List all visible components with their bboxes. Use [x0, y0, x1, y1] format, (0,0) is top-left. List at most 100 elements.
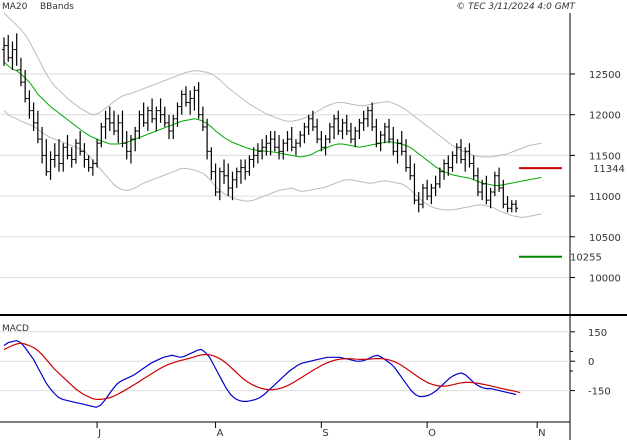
ohlc-bar [213, 163, 218, 197]
ohlc-bar [446, 155, 451, 176]
ohlc-bar [137, 110, 142, 140]
ohlc-bar [247, 155, 252, 176]
ohlc-bar [103, 110, 108, 140]
ohlc-bar [488, 187, 493, 209]
ohlc-bar [209, 147, 214, 180]
price-annotations: 11344 10255 [519, 164, 625, 264]
ohlc-bar [251, 147, 256, 168]
ohlc-bar [378, 130, 383, 152]
month-label: S [322, 428, 328, 439]
ohlc-bar [133, 126, 138, 152]
month-label: O [428, 428, 436, 439]
ohlc-bar [179, 90, 184, 115]
ohlc-bar [361, 110, 366, 131]
ohlc-bar [264, 135, 269, 156]
ohlc-bar [289, 126, 294, 152]
price-tick-label: 10500 [589, 233, 621, 244]
ohlc-bar [99, 122, 104, 148]
ohlc-bar [365, 106, 370, 127]
price-tick-label: 11500 [589, 151, 621, 162]
macd-grid [0, 331, 570, 392]
ohlc-bar [497, 167, 502, 193]
ohlc-bar [158, 98, 163, 123]
ohlc-bar [281, 139, 286, 160]
ohlc-bar [395, 139, 400, 164]
ohlc-bar [412, 163, 417, 205]
bband-upper [3, 12, 542, 158]
ohlc-bar [27, 90, 32, 119]
ohlc-bar [230, 171, 235, 201]
ohlc-bar [95, 139, 100, 168]
ohlc-bar [128, 135, 133, 164]
macd-line [3, 339, 517, 408]
ohlc-bar [2, 37, 6, 66]
ohlc-bar [336, 110, 341, 136]
month-label: N [538, 428, 545, 439]
copyright-label: © TEC 3/11/2024 4:0 GMT [456, 2, 576, 12]
ohlc-bar [44, 139, 49, 176]
ohlc-bar [107, 106, 112, 131]
ohlc-bar [69, 147, 74, 168]
ohlc-bar [429, 183, 434, 205]
ohlc-bar [450, 151, 455, 172]
ohlc-bar [112, 110, 117, 136]
ohlc-bar [82, 143, 87, 168]
ohlc-bar [374, 118, 379, 148]
ohlc-bar [357, 118, 362, 140]
ohlc-bar [238, 159, 243, 184]
ohlc-bar [65, 135, 70, 160]
ohlc-bar [154, 106, 159, 131]
price-tick-label: 12500 [589, 70, 621, 81]
month-label: J [97, 428, 101, 439]
ohlc-bar [222, 159, 227, 184]
ohlc-bar [370, 102, 375, 131]
ohlc-bar [40, 126, 45, 164]
ohlc-bar [306, 114, 311, 136]
ohlc-bar [514, 200, 518, 213]
ohlc-bar [200, 106, 205, 131]
ohlc-bar [90, 159, 95, 176]
ohlc-bar [196, 82, 201, 119]
ohlc-bar [403, 139, 408, 172]
ohlc-bar [387, 118, 392, 144]
ohlc-bar [348, 122, 353, 144]
ohlc-bar [353, 126, 358, 148]
macd-title: MACD [2, 324, 29, 334]
signal-line [3, 342, 521, 400]
ohlc-bar [505, 196, 510, 213]
ohlc-bar [475, 167, 480, 197]
ohlc-bar [382, 122, 387, 144]
macd-lines [3, 339, 521, 408]
ohlc-bar [437, 167, 442, 188]
ohlc-bar [327, 122, 332, 144]
ohlc-bar [167, 114, 172, 140]
ohlc-bar [332, 114, 337, 140]
price-tick-label: 10000 [589, 273, 621, 284]
ohlc-bar [205, 118, 210, 160]
ohlc-bar [61, 143, 66, 172]
ohlc-bar [226, 163, 231, 197]
ohlc-bar [150, 98, 155, 123]
ohlc-bar [73, 139, 78, 164]
ohlc-bar [425, 179, 430, 201]
price-axis: 10000 10500 11000 11500 12000 12500 [570, 70, 621, 284]
ohlc-bar [78, 130, 83, 156]
resistance-label: 11344 [593, 164, 625, 175]
ohlc-bar [315, 118, 320, 144]
ohlc-bar [234, 167, 239, 188]
ohlc-bar [344, 114, 349, 136]
ohlc-bar [302, 122, 307, 144]
ohlc-bar [192, 86, 197, 111]
ohlc-bar [454, 143, 459, 164]
ohlc-bar [463, 147, 468, 172]
ohlc-bar [31, 102, 36, 131]
ohlc-bar [310, 110, 315, 131]
macd-tick-label: 0 [588, 357, 594, 368]
ma20-legend-label: MA20 [2, 2, 28, 12]
ma20-line [3, 61, 542, 186]
ohlc-bar [255, 143, 260, 164]
ohlc-bar [391, 126, 396, 156]
ohlc-bar [217, 167, 222, 201]
